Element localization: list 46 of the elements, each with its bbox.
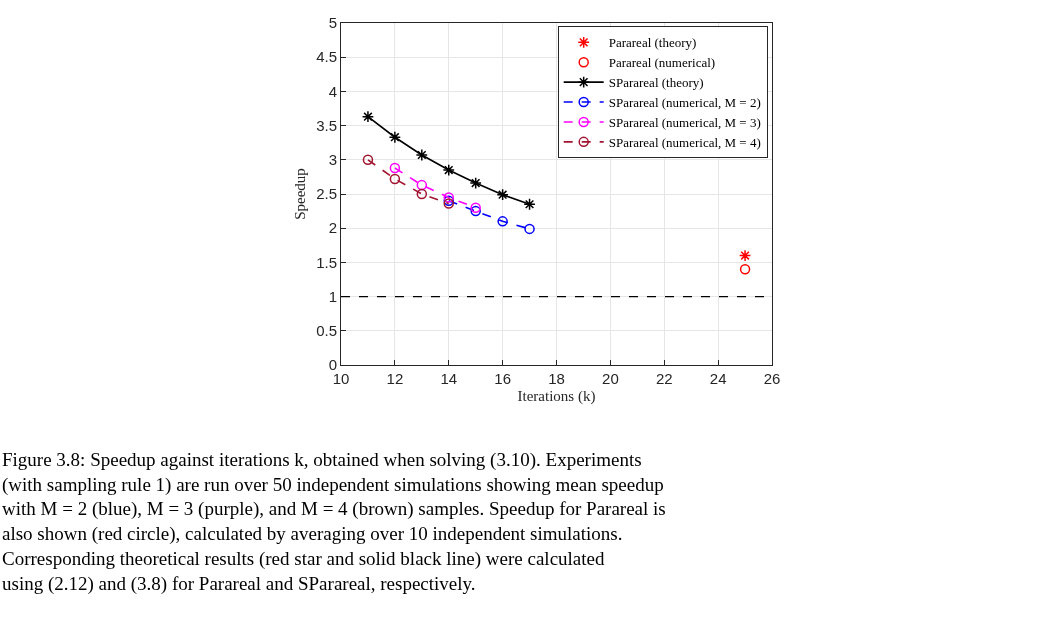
x-axis-title: Iterations (k) bbox=[517, 388, 596, 405]
point bbox=[524, 223, 535, 235]
point bbox=[361, 110, 375, 123]
point bbox=[497, 216, 508, 227]
legend-label: SParareal (numerical, M = 2) bbox=[608, 95, 761, 111]
x-tick-label: 14 bbox=[440, 370, 458, 387]
x-tick-label: 12 bbox=[386, 370, 404, 387]
point bbox=[739, 263, 751, 275]
y-axis-title: Speedup bbox=[292, 168, 309, 220]
point bbox=[470, 202, 481, 213]
point bbox=[496, 188, 509, 201]
point bbox=[469, 176, 482, 190]
point bbox=[415, 148, 428, 162]
x-tick-label: 20 bbox=[602, 370, 619, 387]
point bbox=[388, 131, 402, 144]
y-tick-label: 3 bbox=[328, 151, 337, 169]
point bbox=[416, 179, 428, 191]
point bbox=[738, 249, 752, 262]
y-tick-label: 2.5 bbox=[316, 185, 337, 203]
legend-label: Parareal (numerical) bbox=[608, 55, 716, 71]
legend-label: SParareal (numerical, M = 3) bbox=[608, 115, 761, 131]
y-tick-label: 1.5 bbox=[316, 253, 337, 271]
x-tick-label: 22 bbox=[655, 370, 673, 387]
point bbox=[470, 205, 481, 217]
y-tick-label: 1 bbox=[328, 287, 337, 305]
point bbox=[389, 162, 401, 174]
caption: Figure 3.8: Speedup against iterations k, obtained when solving (3.10). Experiments (with sampling rule 1) are run over 50 independent simulations showing mean speedup with M = 2 (blue), M = 3 (purple), and M = 4 (brown) samples. Speedup for Parareal is also shown (red circle), calculated by averaging over 10 independent simulations. Corresponding theoretical results (red star and solid black line) were calculated using (2.12) and (3.8) for Parareal and SParareal, respectively. bbox=[2, 449, 666, 595]
y-tick-label: 3.5 bbox=[316, 116, 337, 134]
x-tick-label: 26 bbox=[763, 370, 781, 387]
point bbox=[389, 173, 401, 185]
y-tick-label: 4 bbox=[328, 82, 337, 100]
point bbox=[442, 163, 455, 177]
point bbox=[523, 198, 536, 211]
legend-label: Parareal (theory) bbox=[608, 35, 697, 51]
y-tick-label: 5 bbox=[328, 14, 337, 32]
x-tick-label: 16 bbox=[494, 370, 511, 387]
legend-label: SParareal (numerical, M = 4) bbox=[608, 134, 761, 150]
y-tick-label: 4.5 bbox=[316, 48, 337, 66]
legend-label: SParareal (theory) bbox=[608, 75, 704, 91]
y-tick-label: 0.5 bbox=[316, 322, 337, 340]
point bbox=[416, 188, 428, 200]
point bbox=[443, 192, 454, 203]
point bbox=[362, 154, 374, 166]
y-tick-label: 2 bbox=[328, 219, 337, 237]
x-tick-label: 24 bbox=[709, 370, 727, 387]
x-tick-label: 18 bbox=[548, 370, 565, 387]
